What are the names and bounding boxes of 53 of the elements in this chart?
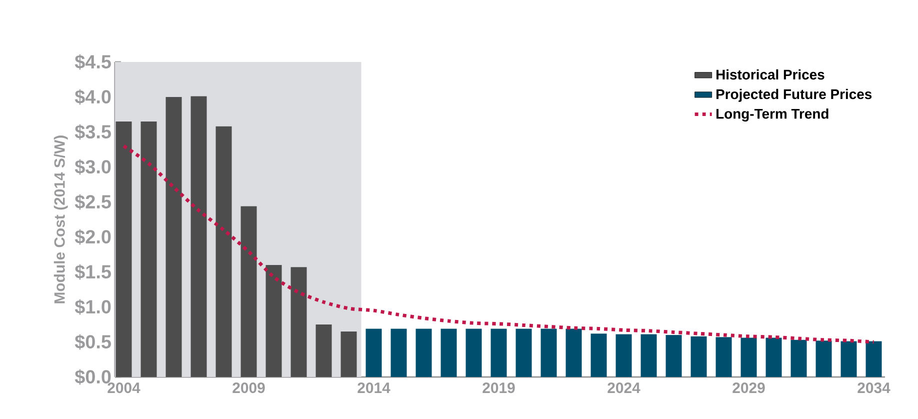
bar xyxy=(616,334,632,377)
bar xyxy=(390,328,407,377)
bar xyxy=(316,324,332,377)
bar xyxy=(216,126,232,377)
bar xyxy=(840,341,857,377)
bar xyxy=(716,337,732,377)
bar xyxy=(416,328,432,377)
x-tick-label: 2024 xyxy=(608,382,640,394)
bar xyxy=(340,332,357,377)
y-tick-label: $4.0 xyxy=(74,89,111,105)
bar xyxy=(190,96,207,377)
bar xyxy=(116,121,132,377)
bar xyxy=(266,265,282,377)
bar xyxy=(816,340,832,377)
x-tick-label: 2019 xyxy=(482,382,515,394)
bar xyxy=(516,328,532,377)
legend-label: Long-Term Trend xyxy=(716,108,828,122)
x-tick-label: 2004 xyxy=(108,382,140,394)
bar xyxy=(290,267,307,377)
line-series xyxy=(122,144,876,344)
y-tick-label: $3.0 xyxy=(74,159,111,175)
bar xyxy=(490,328,507,377)
legend-label: Projected Future Prices xyxy=(716,88,872,102)
bar xyxy=(166,96,182,377)
legend-label: Historical Prices xyxy=(716,69,824,80)
y-tick-label: $0.0 xyxy=(74,369,111,385)
y-tick-label: $1.0 xyxy=(74,299,111,315)
x-tick-label: 2014 xyxy=(358,382,390,394)
y-tick-label: $4.5 xyxy=(74,54,111,70)
x-tick-label: 2029 xyxy=(732,382,765,394)
bar xyxy=(690,336,707,377)
y-tick-label: $2.5 xyxy=(74,194,111,210)
bar xyxy=(366,328,382,377)
y-tick-label: $1.5 xyxy=(74,264,111,280)
x-tick-label: 2034 xyxy=(858,382,890,394)
bar xyxy=(540,328,557,377)
bar xyxy=(766,338,782,377)
bar xyxy=(140,121,157,377)
bar xyxy=(740,338,757,377)
x-tick-label: 2009 xyxy=(232,382,265,394)
bar xyxy=(866,341,882,377)
bar xyxy=(590,334,607,377)
y-tick-label: $2.0 xyxy=(74,229,111,245)
y-axis-title: Module Cost (2014 S/W) xyxy=(54,136,68,304)
bar xyxy=(466,328,482,377)
bar xyxy=(640,334,657,377)
bar xyxy=(666,335,682,377)
bar xyxy=(566,328,582,377)
bar xyxy=(240,206,257,377)
bar xyxy=(790,340,807,377)
y-tick-label: $3.5 xyxy=(74,124,111,140)
y-tick-label: $0.5 xyxy=(74,334,111,350)
bar xyxy=(440,328,457,377)
